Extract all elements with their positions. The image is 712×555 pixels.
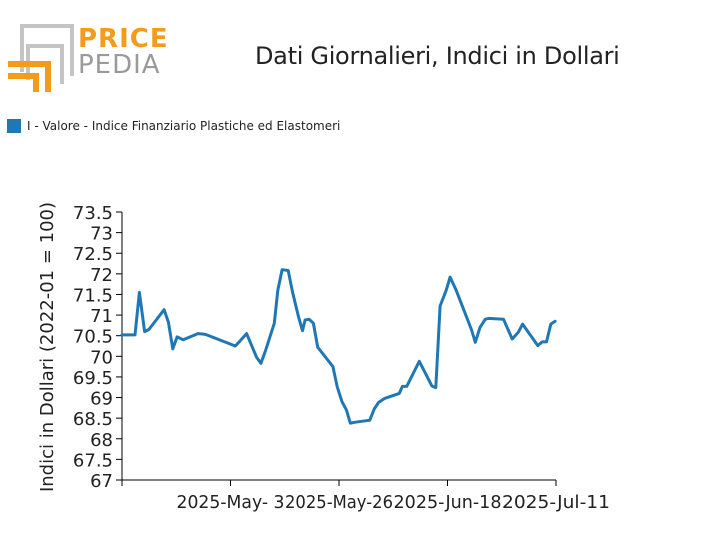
x-axis: 2025-May- 3 2025-May-26 2025-Jun-18 2025-Ju… [121,479,610,513]
y-tick-label: 70.5 [73,327,113,348]
y-tick-label: 71 [90,306,113,327]
x-tick-label: 2025-Jun-18 [394,492,502,513]
y-tick-label: 72.5 [73,244,113,265]
pricepedia-logo [8,24,74,92]
x-tick-label: 2025-May-26 [285,492,393,513]
x-tick-label: 2025-May- 3 [177,492,285,513]
series-line [120,268,557,425]
y-axis-label: Indici in Dollari (2022-01 = 100) [37,202,58,492]
legend-swatch [7,119,21,133]
x-tick-label: 2025-Jul-11 [502,492,610,513]
logo-mark-icon [8,24,74,92]
y-tick-label: 67.5 [73,450,113,471]
y-tick-label: 69.5 [73,368,113,389]
y-tick-label: 73.5 [73,203,113,224]
y-tick-label: 72 [90,265,113,286]
y-tick-label: 68 [90,430,113,451]
y-axis: 6767.56868.56969.57070.57171.57272.57373… [73,203,123,492]
y-tick-label: 71.5 [73,285,113,306]
y-tick-label: 73 [90,224,113,245]
chart-legend: I - Valore - Indice Finanziario Plastich… [7,119,340,133]
y-tick-label: 69 [90,389,113,410]
y-tick-label: 67 [90,471,113,492]
series-group [120,268,557,425]
y-tick-label: 70 [90,347,113,368]
chart-title: Dati Giornalieri, Indici in Dollari [255,42,620,70]
logo-word-price: PRICE [78,24,169,54]
y-tick-label: 68.5 [73,409,113,430]
logo-word-pedia: PEDIA [78,50,161,80]
logo-text: PRICE PEDIA [78,26,169,78]
legend-label: I - Valore - Indice Finanziario Plastich… [27,119,341,133]
